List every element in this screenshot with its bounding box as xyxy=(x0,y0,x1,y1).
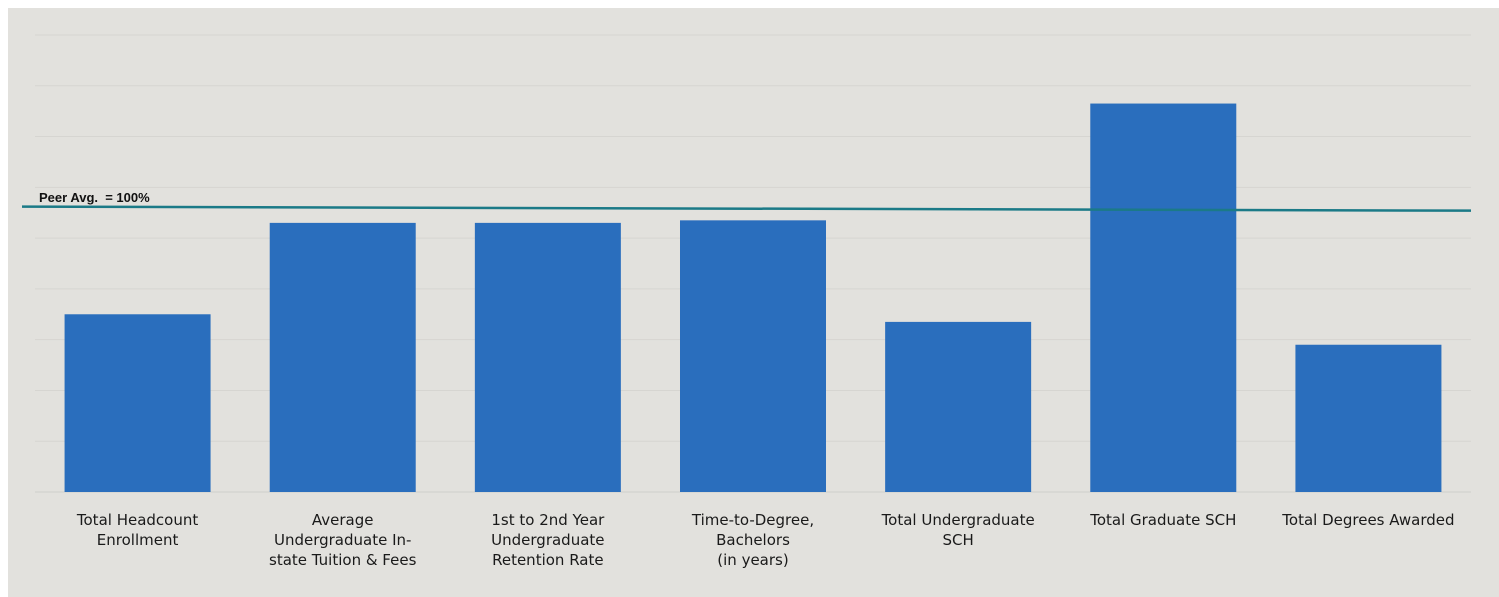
bar xyxy=(680,220,826,493)
x-tick-label: Total Graduate SCH xyxy=(1090,511,1237,529)
x-tick-label: 1st to 2nd Year Undergraduate Retention … xyxy=(491,511,605,569)
x-tick-label: Total Degrees Awarded xyxy=(1282,511,1455,529)
x-tick-label: Total Undergraduate SCH xyxy=(881,511,1035,549)
bar xyxy=(1295,344,1442,492)
x-tick-label: Average Undergraduate In- state Tuition … xyxy=(269,511,417,569)
bar xyxy=(474,222,621,492)
bar-chart xyxy=(21,34,1472,493)
reference-line xyxy=(21,205,1472,212)
bar xyxy=(1090,103,1237,493)
bar xyxy=(64,314,211,492)
bar xyxy=(269,222,416,492)
chart-panel: Peer Avg. = 100% Total Headcount Enrollm… xyxy=(8,8,1499,597)
x-tick-label: Total Headcount Enrollment xyxy=(76,511,199,549)
x-tick-label: Time-to-Degree, Bachelors (in years) xyxy=(691,511,815,569)
reference-line-label: Peer Avg. = 100% xyxy=(39,190,150,205)
bar xyxy=(885,321,1032,492)
